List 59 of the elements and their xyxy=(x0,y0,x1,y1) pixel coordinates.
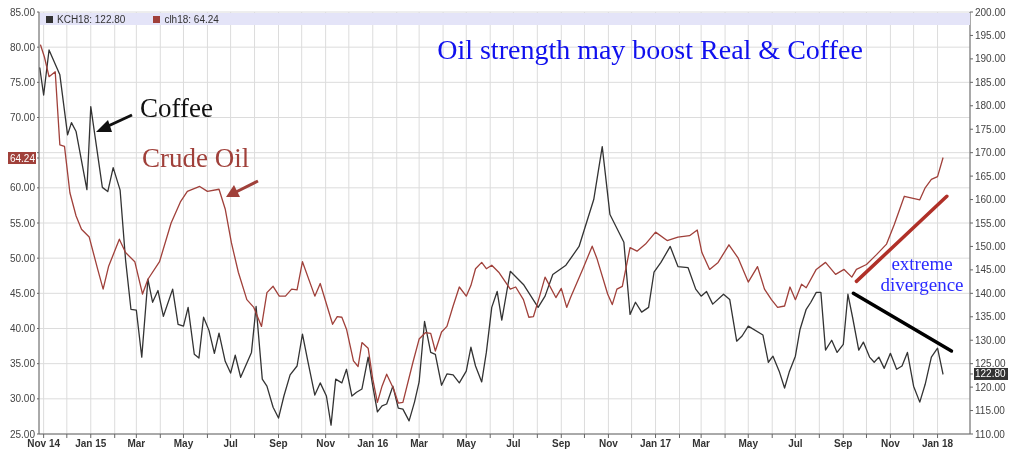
y2-tick-label: 110.00 xyxy=(975,428,1006,440)
text: Oil strength may boost Real & Coffee xyxy=(436,34,864,66)
x-tick-label: May xyxy=(738,438,759,450)
annotation: Coffee xyxy=(140,93,214,124)
y2-tick-label: 115.00 xyxy=(975,405,1006,417)
y-tick-label: 64.24 xyxy=(9,152,36,164)
y2-tick-label: 185.00 xyxy=(975,76,1007,88)
x-tick-label: Jan 15 xyxy=(75,438,107,450)
y-tick-label: 60.00 xyxy=(9,182,36,194)
y2-tick-label: 140.00 xyxy=(975,287,1007,299)
y2-tick-label: 135.00 xyxy=(975,311,1007,323)
y2-tick-label: 200.00 xyxy=(975,6,1007,18)
x-tick-label: Sep xyxy=(269,438,288,450)
x-tick-label: Nov xyxy=(598,438,619,450)
y-tick-label: 85.00 xyxy=(9,6,36,18)
x-tick-label: Jul xyxy=(506,438,521,450)
x-tick-label: Jul xyxy=(223,438,239,450)
x-tick-label: Jan 18 xyxy=(921,438,954,450)
y2-tick-label: 155.00 xyxy=(975,217,1007,229)
x-tick-label: Mar xyxy=(410,438,429,450)
legend-label: KCH18: 122.80 xyxy=(57,13,126,25)
y2-tick-label: 165.00 xyxy=(975,170,1007,182)
x-tick-label: Mar xyxy=(127,438,146,450)
y2-tick-label: 160.00 xyxy=(975,194,1007,206)
y-tick-label: 35.00 xyxy=(9,358,36,370)
x-tick-label: Nov 14 xyxy=(27,438,61,450)
y2-tick-label: 130.00 xyxy=(975,334,1007,346)
y2-tick-label: 122.80 xyxy=(975,368,1007,380)
y-tick-label: 45.00 xyxy=(9,287,36,299)
y-tick-label: 50.00 xyxy=(9,252,36,264)
x-tick-label: Sep xyxy=(552,438,571,450)
y-tick-label: 40.00 xyxy=(9,323,36,334)
annotation: extreme divergence xyxy=(879,253,965,296)
y-tick-label: 30.00 xyxy=(9,393,36,405)
y-tick-label: 80.00 xyxy=(9,41,36,53)
y2-tick-label: 180.00 xyxy=(975,100,1007,112)
y2-tick-label: 195.00 xyxy=(975,29,1007,41)
annotation: Crude Oil xyxy=(142,143,251,174)
y2-tick-label: 175.00 xyxy=(975,123,1007,135)
y2-tick-label: 120.00 xyxy=(975,381,1007,393)
y2-tick-label: 170.00 xyxy=(975,147,1007,159)
x-tick-label: Nov xyxy=(316,438,336,450)
y2-tick-label: 190.00 xyxy=(975,53,1007,65)
x-tick-label: May xyxy=(173,438,194,450)
x-tick-label: Sep xyxy=(834,438,853,450)
y-tick-label: 75.00 xyxy=(9,76,36,88)
x-tick-label: May xyxy=(456,438,477,450)
x-tick-label: Jul xyxy=(788,438,803,450)
x-tick-label: Jan 17 xyxy=(639,438,672,450)
x-tick-label: Jan 16 xyxy=(357,438,389,450)
legend-label: clh18: 64.24 xyxy=(164,13,219,25)
y-tick-label: 55.00 xyxy=(9,217,36,229)
y2-tick-label: 145.00 xyxy=(975,264,1007,276)
y2-tick-label: 150.00 xyxy=(975,240,1007,252)
y2-tick-label: 125.00 xyxy=(975,358,1007,370)
y-tick-label: 25.00 xyxy=(9,428,36,440)
y-tick-label: 70.00 xyxy=(9,112,36,123)
x-tick-label: Mar xyxy=(692,438,711,450)
x-tick-label: Nov xyxy=(880,438,901,450)
